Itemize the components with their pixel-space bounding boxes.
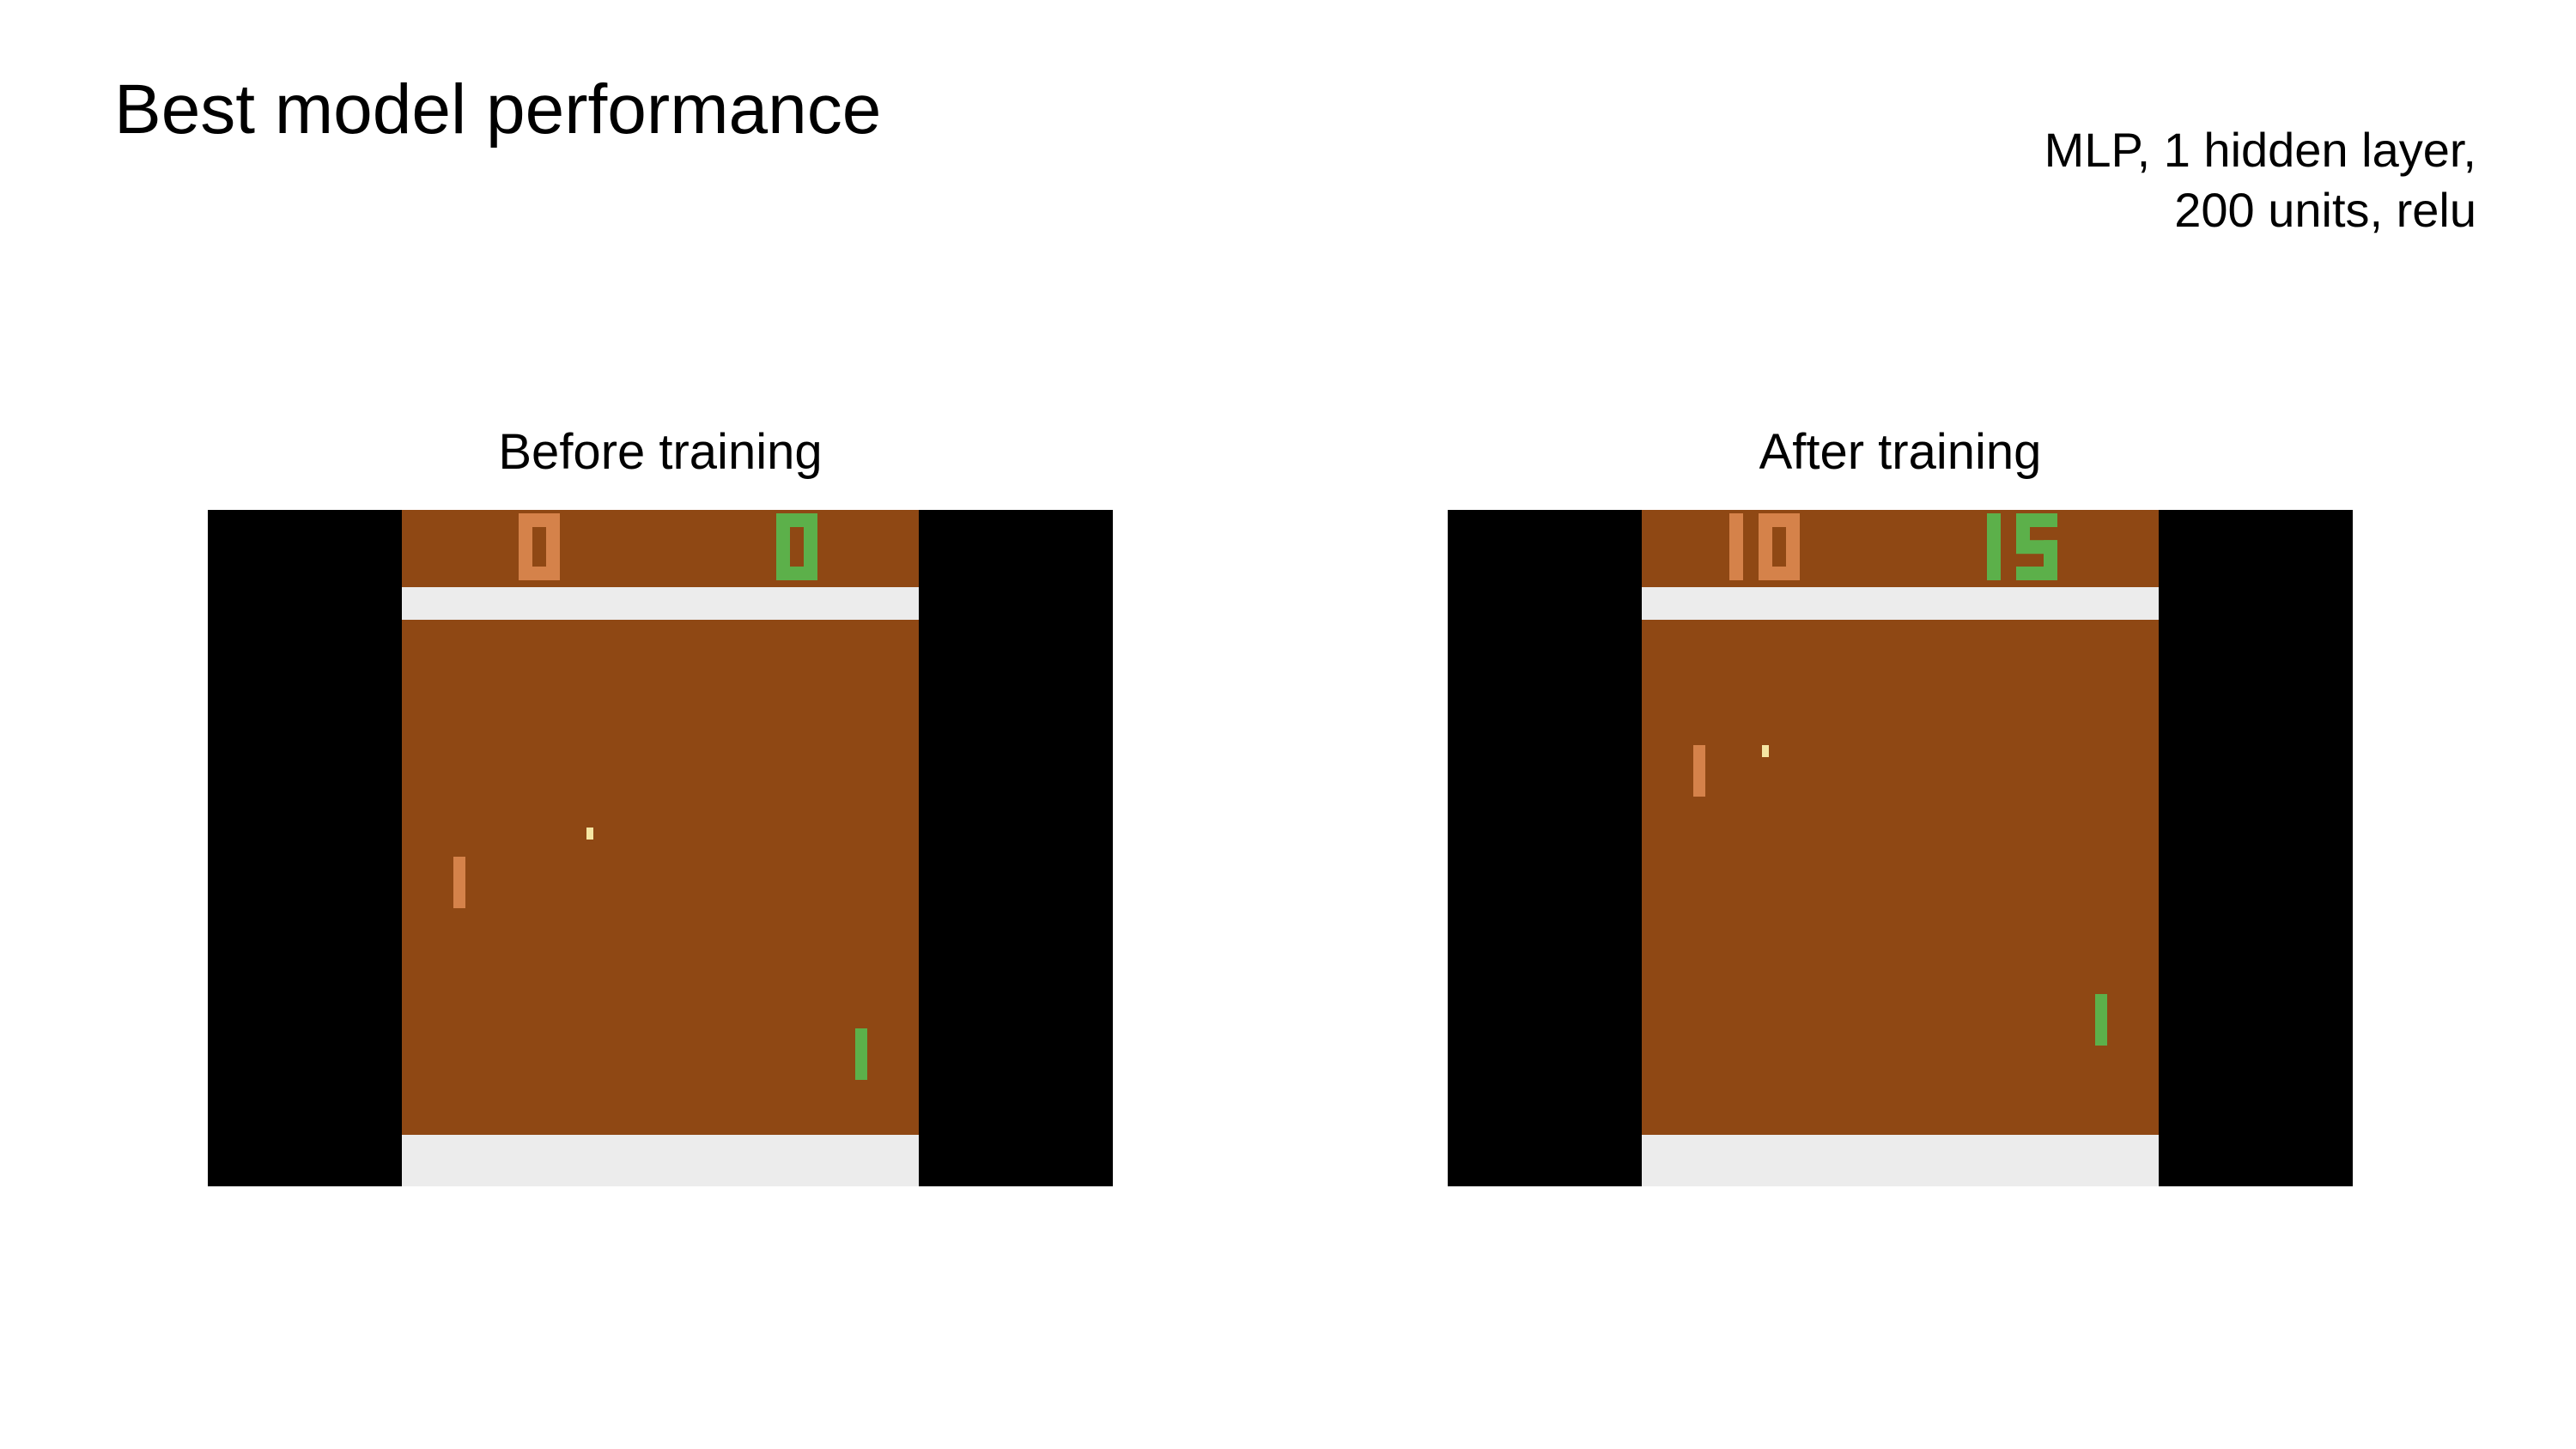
model-description-line-2: 200 units, relu (2174, 183, 2476, 237)
left-paddle (453, 857, 465, 908)
top-wall (1642, 587, 2159, 620)
ball (586, 828, 593, 840)
top-wall (402, 587, 919, 620)
right-score-display (776, 513, 817, 580)
bottom-wall (402, 1135, 919, 1186)
before-training-game-frame (208, 510, 1113, 1186)
score-digit (1987, 513, 2001, 580)
left-score-display (1729, 513, 1800, 580)
ball (1762, 745, 1769, 757)
score-digit (519, 513, 560, 580)
right-paddle (2095, 994, 2107, 1046)
right-paddle (855, 1028, 867, 1080)
score-digit (2016, 513, 2057, 580)
left-score-display (519, 513, 560, 580)
score-digit (1729, 513, 1743, 580)
score-digit (1759, 513, 1800, 580)
bottom-wall (1642, 1135, 2159, 1186)
game-court (402, 510, 919, 1186)
slide-title: Best model performance (114, 70, 882, 149)
score-digit (776, 513, 817, 580)
model-description-line-1: MLP, 1 hidden layer, (2044, 123, 2476, 177)
model-description: MLP, 1 hidden layer, 200 units, relu (1704, 120, 2476, 240)
left-paddle (1693, 745, 1705, 797)
right-score-display (1987, 513, 2057, 580)
after-training-game-frame (1448, 510, 2353, 1186)
after-training-label: After training (1759, 424, 2042, 480)
before-training-label: Before training (498, 424, 823, 480)
game-court (1642, 510, 2159, 1186)
